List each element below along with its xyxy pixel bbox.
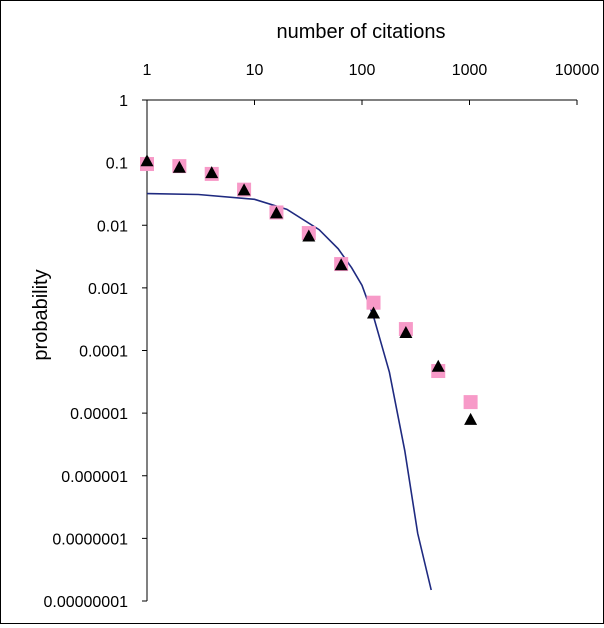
x-tick-label: 10	[246, 62, 264, 79]
triangle-marker	[172, 160, 186, 173]
y-tick-label: 0.01	[97, 218, 128, 235]
y-tick-label: 0.001	[88, 281, 128, 298]
y-tick-label: 0.00001	[70, 406, 128, 423]
triangle-marker	[367, 306, 381, 319]
triangle-marker	[205, 166, 219, 179]
x-axis-title: number of citations	[277, 21, 446, 43]
axes	[142, 99, 578, 602]
square-marker	[463, 395, 478, 410]
y-tick-label: 0.0000001	[52, 531, 128, 548]
square-marker	[366, 295, 381, 310]
triangle-marker	[140, 154, 154, 167]
triangle-marker	[334, 258, 348, 271]
y-tick-label: 0.00000001	[43, 594, 128, 611]
fit-curve-line	[146, 192, 432, 591]
tick-labels: 1 10 100 1000 10000 1 0.1 0.01 0.001 0.0001 0.0000…	[43, 62, 599, 611]
y-tick-label: 0.0001	[79, 344, 128, 361]
y-tick-label: 0.1	[106, 156, 128, 173]
y-tick-label: 0.000001	[61, 469, 128, 486]
y-axis-title: probability	[30, 269, 52, 360]
triangle-marker	[431, 359, 445, 372]
y-tick-label: 1	[119, 93, 128, 110]
x-tick-label: 1000	[452, 62, 488, 79]
x-tick-label: 1	[143, 62, 152, 79]
triangle-marker	[237, 183, 251, 196]
x-tick-label: 100	[349, 62, 376, 79]
x-tick-label: 10000	[555, 62, 600, 79]
data-series	[140, 154, 478, 591]
triangle-marker	[302, 229, 316, 242]
triangle-marker	[399, 326, 413, 339]
triangle-marker	[269, 206, 283, 219]
triangle-marker	[464, 412, 478, 425]
